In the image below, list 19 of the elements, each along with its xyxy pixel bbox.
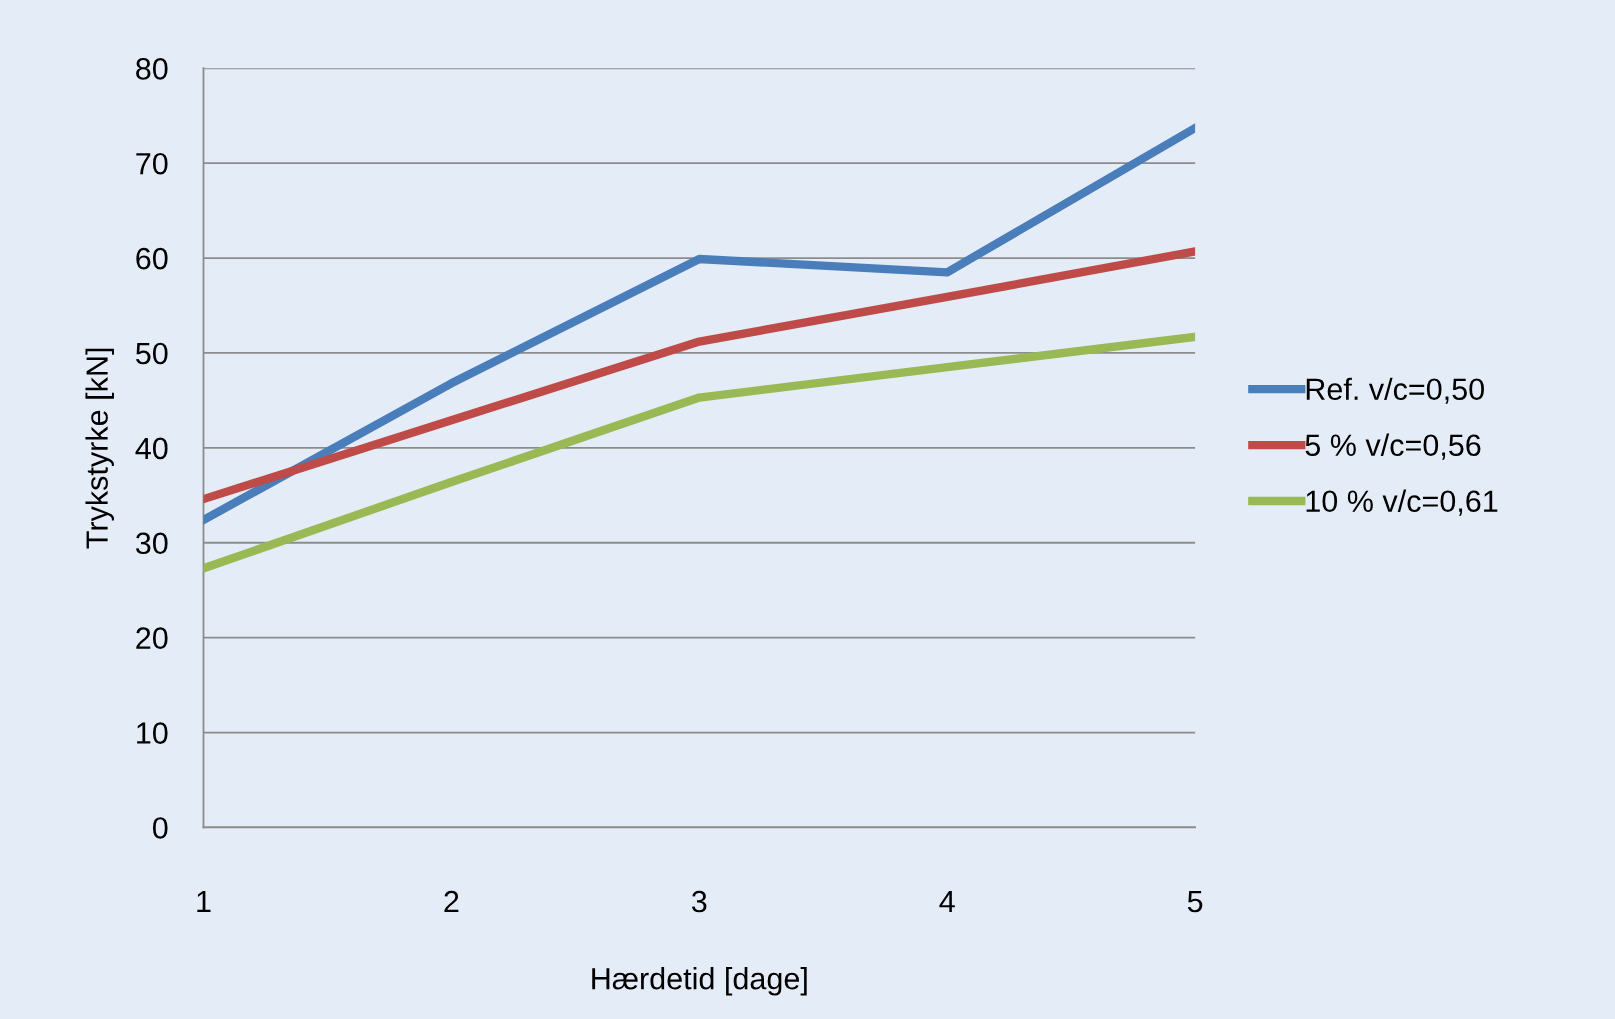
y-tick-label: 40 [135, 437, 168, 460]
x-tick-label: 4 [939, 891, 955, 913]
x-tick-label: 5 [1187, 891, 1203, 913]
y-tick-label: 60 [136, 247, 168, 270]
legend-label: 10 % v/c=0,61 [1306, 489, 1498, 516]
y-tick-label: 0 [152, 817, 168, 839]
y-tick-label: 70 [136, 152, 168, 175]
x-tick-label: 3 [691, 890, 707, 913]
x-tick-label: 1 [197, 891, 211, 913]
y-tick-label: 50 [136, 342, 168, 365]
legend-label: Ref. v/c=0,50 [1306, 377, 1484, 404]
y-axis-title: Trykstyrke [kN] [85, 348, 114, 549]
legend-label: 5 % v/c=0,56 [1305, 433, 1481, 460]
y-tick-label: 80 [136, 58, 168, 80]
x-tick-label: 2 [444, 890, 459, 913]
y-tick-label: 20 [136, 627, 168, 650]
y-tick-label: 30 [135, 532, 168, 555]
y-tick-label: 10 [137, 722, 168, 744]
x-axis-title: Hærdetid [dage] [592, 967, 807, 996]
